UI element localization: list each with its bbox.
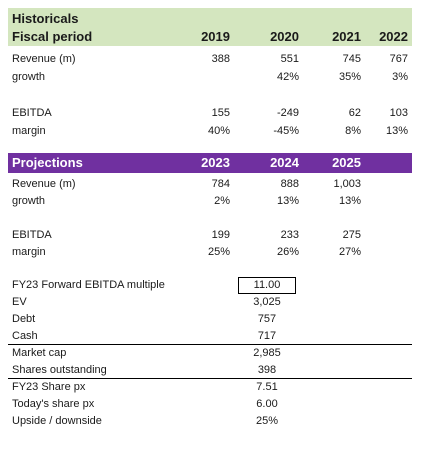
ev-value: 3,025 (253, 296, 281, 308)
cell: 25% (207, 246, 230, 258)
cell: 8% (345, 125, 361, 137)
divider-line (8, 344, 412, 345)
row-label: Revenue (m) (12, 178, 76, 190)
year-2019: 2019 (201, 29, 230, 44)
shares-value: 398 (257, 364, 277, 376)
row-label: growth (12, 195, 46, 207)
upside-row: Upside / downside (8, 413, 412, 430)
cell: 199 (211, 229, 230, 241)
cell: 888 (280, 178, 299, 190)
proj-margin-row: margin 25% 26% 27% (8, 243, 412, 261)
debt-value: 757 (257, 313, 277, 325)
cell: 103 (389, 107, 408, 119)
projections-title: Projections (12, 155, 83, 170)
proj-growth-row: growth 2% 13% 13% (8, 192, 412, 210)
todaypx-value: 6.00 (256, 398, 278, 410)
divider-line (8, 378, 412, 379)
historicals-header: Historicals Fiscal period 2019 2020 2021… (8, 8, 412, 46)
cell: 26% (276, 246, 299, 258)
shares-row: Shares outstanding (8, 362, 412, 379)
cash-row: Cash (8, 328, 412, 345)
year-2021: 2021 (332, 29, 361, 44)
row-label: EBITDA (12, 229, 52, 241)
cell: 155 (211, 107, 230, 119)
hist-revenue-row: Revenue (m) 388 551 745 767 (8, 50, 412, 68)
todaypx-label: Today's share px (12, 398, 95, 410)
row-label: margin (12, 125, 46, 137)
mcap-label: Market cap (12, 347, 67, 359)
cell: 62 (348, 107, 361, 119)
year-2025: 2025 (332, 155, 361, 170)
cell: 3% (392, 71, 408, 83)
cell: 388 (211, 53, 230, 65)
mcap-value: 2,985 (253, 347, 281, 359)
row-label: growth (12, 71, 46, 83)
cell: -249 (276, 107, 299, 119)
cash-label: Cash (12, 330, 38, 342)
cell: 40% (207, 125, 230, 137)
multiple-label: FY23 Forward EBITDA multiple (12, 279, 165, 291)
cell: 784 (211, 178, 230, 190)
debt-label: Debt (12, 313, 36, 325)
cell: 1,003 (333, 178, 361, 190)
proj-ebitda-row: EBITDA 199 233 275 (8, 226, 412, 244)
upside-label: Upside / downside (12, 415, 102, 427)
year-2024: 2024 (270, 155, 299, 170)
cell: 745 (342, 53, 361, 65)
ev-label: EV (12, 296, 27, 308)
proj-revenue-row: Revenue (m) 784 888 1,003 (8, 175, 412, 193)
upside-value: 25% (255, 415, 279, 427)
hist-growth-row: growth 42% 35% 3% (8, 68, 412, 86)
year-2020: 2020 (270, 29, 299, 44)
cell: 275 (342, 229, 361, 241)
cell: 2% (214, 195, 230, 207)
projections-header: Projections 2023 2024 2025 (8, 153, 412, 173)
ev-row: EV (8, 294, 412, 311)
hist-margin-row: margin 40% -45% 8% 13% (8, 122, 412, 140)
mcap-row: Market cap (8, 345, 412, 362)
cell: 42% (276, 71, 299, 83)
sharepx-label: FY23 Share px (12, 381, 86, 393)
sharepx-value: 7.51 (256, 381, 278, 393)
fiscal-period-label: Fiscal period (12, 29, 93, 44)
year-2022: 2022 (379, 29, 408, 44)
todaypx-row: Today's share px (8, 396, 412, 413)
row-label: EBITDA (12, 107, 52, 119)
multiple-row: FY23 Forward EBITDA multiple (8, 277, 412, 294)
row-label: Revenue (m) (12, 53, 76, 65)
cell: 27% (338, 246, 361, 258)
cell: -45% (273, 125, 299, 137)
cell: 35% (338, 71, 361, 83)
cell: 233 (280, 229, 299, 241)
hist-ebitda-row: EBITDA 155 -249 62 103 (8, 104, 412, 122)
multiple-input[interactable]: 11.00 (238, 277, 296, 294)
year-2023: 2023 (201, 155, 230, 170)
cash-value: 717 (257, 330, 277, 342)
cell: 13% (276, 195, 299, 207)
row-label: margin (12, 246, 46, 258)
historicals-title: Historicals (12, 11, 79, 26)
cell: 13% (338, 195, 361, 207)
sharepx-row: FY23 Share px (8, 379, 412, 396)
cell: 13% (385, 125, 408, 137)
cell: 767 (389, 53, 408, 65)
debt-row: Debt (8, 311, 412, 328)
cell: 551 (280, 53, 299, 65)
shares-label: Shares outstanding (12, 364, 107, 376)
